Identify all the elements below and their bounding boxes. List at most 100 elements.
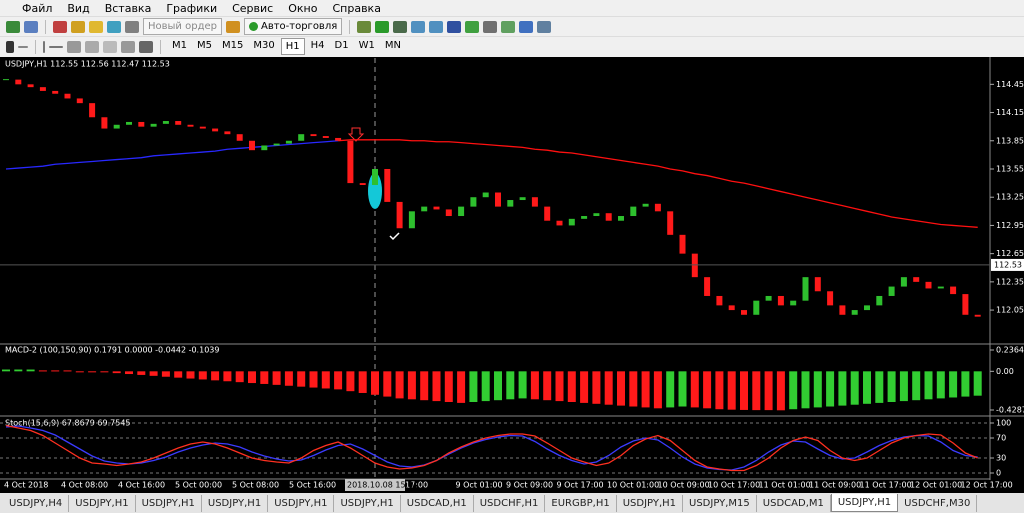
icon[interactable] [139,40,153,53]
icon[interactable] [375,20,390,33]
icon[interactable] [357,20,372,33]
histogram-bar [543,371,552,401]
chart-tab[interactable]: USDJPY,M15 [683,494,757,512]
candle [187,124,194,127]
chart-tab[interactable]: USDJPY,H1 [334,494,401,512]
bid-label-box [991,258,1024,271]
icon[interactable] [6,20,20,33]
icon[interactable] [429,20,444,33]
histogram-bar [555,371,564,402]
candle [827,291,834,306]
candle [851,310,858,315]
chart-tab[interactable]: USDJPY,H1 [830,494,899,512]
histogram-bar [235,371,244,383]
histogram-bar [38,370,47,372]
menu-item[interactable]: Вставка [104,1,152,15]
histogram-bar [125,371,133,375]
chart-tab[interactable]: USDJPY,H1 [617,494,684,512]
candle [581,216,588,219]
timeframes: M1 M5 M15 M30 H1 H4 D1 W1 MN [168,38,405,55]
candle [113,124,120,129]
candle [273,143,280,146]
chart-title: USDJPY,H1 112.55 112.56 112.47 112.53 [5,60,170,69]
cursor-time: 2018.10.08 15:00 [347,481,418,490]
x-tick-label: 11 Oct 01:00 [759,481,811,490]
timeframe-button[interactable]: MN [384,40,401,51]
chart-tab[interactable]: USDCHF,M30 [898,494,978,512]
candle [199,126,206,129]
timeframe-button[interactable]: M30 [253,40,275,51]
icon[interactable] [393,20,408,33]
icon[interactable] [89,20,103,33]
candle [39,87,46,91]
histogram-bar [936,371,945,399]
autotrading-button[interactable]: Авто-торговля [243,18,343,35]
timeframe-button[interactable]: M1 [172,40,187,51]
new-order-button[interactable]: Новый ордер [143,18,222,35]
icon[interactable] [24,20,38,33]
timeframe-button[interactable]: M5 [197,40,212,51]
histogram-bar [248,371,256,384]
icon[interactable] [483,20,498,33]
menu-item[interactable]: Справка [332,1,381,15]
icon[interactable] [67,40,81,53]
icon[interactable] [125,20,139,33]
icon[interactable] [43,40,45,53]
icon[interactable] [225,20,240,33]
menu-item[interactable]: Файл [22,1,53,15]
icon[interactable] [85,40,99,53]
icon[interactable] [121,40,135,53]
menu-item[interactable]: Сервис [232,1,274,15]
menu-item[interactable]: Вид [67,1,90,15]
label: Авто-торговля [260,21,338,32]
chart-tab[interactable]: USDCAD,H1 [401,494,474,512]
chart-tab[interactable]: USDCAD,M1 [757,494,831,512]
histogram-bar [112,371,121,374]
icon[interactable] [519,20,534,33]
candle [790,300,797,306]
icon[interactable] [107,20,121,33]
chart-tab[interactable]: EURGBP,H1 [545,494,617,512]
candle [741,310,747,315]
chart-tab[interactable]: USDJPY,H1 [136,494,202,512]
icon[interactable] [537,20,552,33]
timeframe-button[interactable]: W1 [358,40,375,51]
candle [384,168,391,202]
icon[interactable] [465,20,480,33]
x-tick-label: 5 Oct 08:00 [232,481,279,490]
histogram-bar [653,371,662,409]
candle [765,295,772,301]
icon[interactable] [447,20,462,33]
x-tick-label: 5 Oct 00:00 [175,481,222,490]
candle [900,277,907,287]
timeframe-button[interactable]: D1 [334,40,349,51]
candle [236,134,243,141]
icon[interactable] [411,20,426,33]
stoch-signal-line [5,424,978,472]
timeframe-button[interactable]: M15 [222,40,244,51]
timeframe-button[interactable]: H1 [280,38,305,55]
chart-tab[interactable]: USDJPY,H1 [69,494,136,512]
icon[interactable] [103,40,117,53]
candle [150,123,157,127]
candle [421,206,428,212]
chart-tab[interactable]: USDJPY,H1 [202,494,269,512]
menu-item[interactable]: Окно [288,1,318,15]
icon[interactable] [53,20,67,33]
icon[interactable] [501,20,516,33]
icon[interactable] [49,45,63,48]
icon[interactable] [6,40,14,53]
chart-tab[interactable]: USDJPY,H1 [268,494,335,512]
histogram-bar [666,371,675,408]
icon[interactable] [18,45,28,48]
indicator-title: MACD-2 (100,150,90) 0.1791 0.0000 -0.044… [5,346,219,355]
candle [814,277,821,292]
chart-tab[interactable]: USDCHF,H1 [474,494,546,512]
histogram-bar [284,371,293,386]
chart-tab[interactable]: USDJPY,H4 [3,494,70,512]
timeframe-button[interactable]: H4 [310,40,325,51]
icon[interactable] [71,20,85,33]
menu-item[interactable]: Графики [166,1,218,15]
candle [654,203,661,212]
